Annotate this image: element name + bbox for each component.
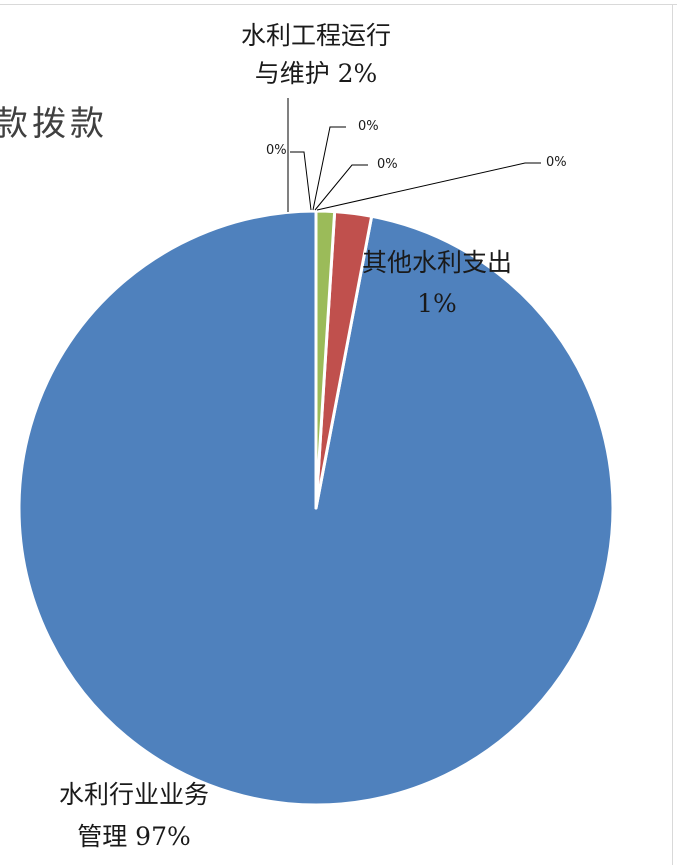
chart-border-right <box>672 4 673 865</box>
pie-slice-0 <box>17 209 615 807</box>
label-other-line2: 1% <box>417 289 457 318</box>
label-main-line2: 管理 97% <box>77 822 191 851</box>
pie-slices <box>17 209 615 807</box>
leader-line-zero-a <box>290 151 312 211</box>
chart-title: 款拨款 <box>0 104 108 144</box>
pie-slice-2 <box>314 209 337 510</box>
label-ops-line2: 与维护 2% <box>255 59 378 88</box>
label-zero-d: 0% <box>546 155 567 170</box>
label-ops-line1: 水利工程运行 <box>241 21 391 50</box>
leader-line-zero-b <box>312 126 346 211</box>
label-zero-a: 0% <box>266 143 287 158</box>
label-other-line1: 其他水利支出 <box>362 248 512 277</box>
label-main-line1: 水利行业业务 <box>59 780 209 809</box>
label-zero-c: 0% <box>377 157 398 172</box>
label-zero-b: 0% <box>358 119 379 134</box>
leader-lines <box>287 98 541 212</box>
chart-border-top <box>0 4 677 5</box>
leader-line-zero-d <box>316 162 541 211</box>
leader-line-zero-c <box>314 164 368 211</box>
